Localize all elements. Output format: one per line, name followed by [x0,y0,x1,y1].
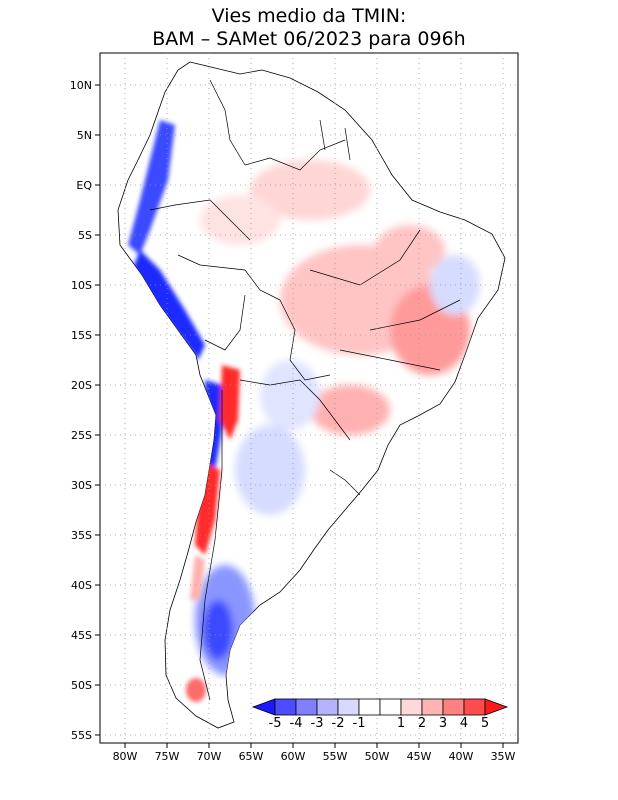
lat-label: 25S [71,429,92,442]
cold-anomaly-andes-north [128,120,175,255]
lat-label: 10S [71,279,92,292]
lat-label: 10N [70,79,92,92]
colorbar-label: 5 [481,716,489,731]
lon-label: 40W [449,750,474,763]
lon-label: 80W [113,750,138,763]
border-brazil-states [309,229,461,371]
colorbar-segment [316,698,339,716]
colorbar-segment [421,698,444,716]
lon-label: 50W [365,750,390,763]
lat-label: 20S [71,379,92,392]
cold-anomaly-patagonia-core [203,600,233,660]
lon-label: 55W [323,750,348,763]
bias-shading [128,120,480,702]
tick-marks [95,84,504,748]
colorbar-segment [337,698,360,716]
cold-anomaly-paraguay [260,360,320,430]
country-borders [149,79,461,701]
border-bolivia-peru [204,294,246,351]
colorbar-label: -5 [269,716,282,731]
colorbar-segment [274,698,297,716]
longitude-labels: 80W 75W 70W 65W 60W 55W 50W 45W 40W 35W [113,750,516,763]
colorbar-segment [379,698,402,716]
map-title-line1: Vies medio da TMIN: [212,5,407,27]
latitude-labels: 10N 5N EQ 5S 10S 15S 20S 25S 30S 35S 40S… [70,79,93,742]
colorbar-segment [295,698,318,716]
lat-label: 5S [78,229,92,242]
lat-label: 50S [71,679,92,692]
colorbar-segment [358,698,381,716]
border-colombia-venezuela [209,79,246,166]
lon-label: 65W [239,750,264,763]
colorbar: -5 -4 -3 -2 -1 1 2 3 4 5 [251,698,509,731]
warm-anomaly-south-brazil [310,385,390,435]
warm-anomaly-northeast [375,225,445,275]
colorbar-segment [463,698,486,716]
warm-anomaly-andes-bolivia [220,365,240,440]
lat-label: 45S [71,629,92,642]
lon-label: 35W [491,750,516,763]
warm-anomaly-north [250,160,370,220]
cold-anomaly-argentina [235,425,305,515]
warm-anomaly-amazon [200,195,280,245]
lon-label: 75W [155,750,180,763]
border-chile-argentina [199,390,223,701]
border-brazil-west [177,254,281,301]
colorbar-label: 1 [397,716,405,731]
colorbar-segment [400,698,423,716]
graticule [100,53,518,743]
lat-label: 35S [71,529,92,542]
warm-anomaly-tierra-del-fuego [186,678,206,702]
lon-label: 45W [407,750,432,763]
lon-label: 70W [197,750,222,763]
border-colombia-peru [149,199,251,241]
lat-label: 40S [71,579,92,592]
lat-label: 5N [77,129,92,142]
colorbar-right-arrow [484,698,509,716]
lat-label: 55S [71,729,92,742]
colorbar-segment [442,698,465,716]
lon-label: 60W [281,750,306,763]
lat-label: 15S [71,329,92,342]
border-guianas [319,119,351,161]
colorbar-label: -1 [353,716,366,731]
colorbar-label: -3 [311,716,324,731]
border-venezuela-brazil [244,139,346,171]
colorbar-label: 2 [418,716,426,731]
colorbar-label: -4 [290,716,303,731]
cold-anomaly-andes-peru [132,250,205,360]
border-brazil-bolivia [279,299,331,381]
colorbar-label: 4 [460,716,468,731]
map-title-line2: BAM – SAMet 06/2023 para 096h [152,28,465,50]
colorbar-label: 3 [439,716,447,731]
border-paraguay [299,379,351,441]
lat-label: 30S [71,479,92,492]
colorbar-label: -2 [332,716,345,731]
warm-anomaly-andes-south [190,555,205,600]
lat-label: EQ [76,179,92,192]
